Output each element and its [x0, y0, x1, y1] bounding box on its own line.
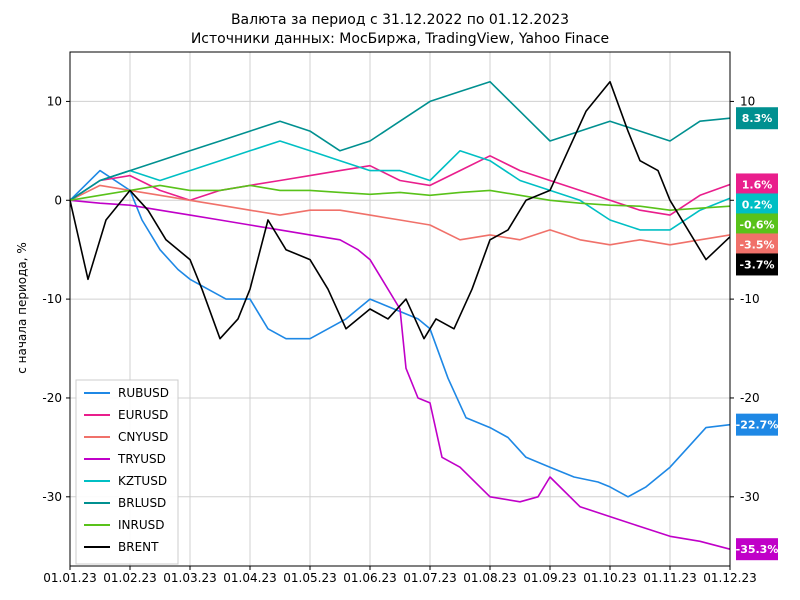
legend-label-cnyusd: CNYUSD	[118, 430, 168, 444]
end-label-box	[736, 193, 778, 216]
end-label-eurusd: 1.6%	[742, 178, 773, 191]
series-line-tryusd	[69, 199, 731, 550]
x-ticks: 01.01.23 01.02.23 01.03.23 01.04.23 01.05.23…	[43, 566, 757, 585]
y-tick-label-right: -20	[740, 391, 760, 405]
x-tick-label: 01.05.23	[283, 571, 336, 585]
x-tick-label: 01.09.23	[523, 571, 576, 585]
legend-box	[75, 379, 179, 565]
legend-label-tryusd: TRYUSD	[117, 452, 166, 466]
x-tick-label: 01.11.23	[643, 571, 696, 585]
y-tick-label-left: -10	[42, 292, 62, 306]
legend-label-eurusd: EURUSD	[118, 408, 168, 422]
x-tick-label: 01.10.23	[583, 571, 636, 585]
series-line-inrusd	[69, 184, 731, 211]
x-tick-label: 01.02.23	[103, 571, 156, 585]
legend-label-inrusd: INRUSD	[118, 518, 165, 532]
end-label-cnyusd: -3.5%	[739, 238, 774, 251]
series-line-brlusd	[69, 80, 731, 201]
series-line-kztusd	[69, 140, 731, 231]
end-label-box	[736, 253, 778, 276]
y-tick-label-left: 10	[47, 94, 62, 108]
end-label-box	[736, 413, 778, 436]
y-tick-label-left: -20	[42, 391, 62, 405]
chart-subtitle: Источники данных: МосБиржа, TradingView,…	[191, 31, 609, 47]
series-line-eurusd	[69, 155, 731, 216]
series-line-brent	[69, 80, 731, 340]
x-tick-label: 01.04.23	[223, 571, 276, 585]
legend-label-brent: BRENT	[118, 540, 159, 554]
y-tick-label-left: 0	[54, 193, 62, 207]
end-label-brlusd: 8.3%	[742, 112, 773, 125]
legend: RUBUSD EURUSD CNYUSD TRYUSD KZTUSD BRLUSD INRU…	[75, 379, 179, 565]
y-tick-label-left: -30	[42, 490, 62, 504]
legend-label-brlusd: BRLUSD	[118, 496, 166, 510]
x-tick-label: 01.12.23	[703, 571, 756, 585]
end-label-inrusd: -0.6%	[739, 218, 774, 231]
end-label-box	[736, 233, 778, 256]
series-layer	[69, 80, 731, 550]
y-ticks-left: 10 0 -10 -20 -30	[42, 94, 70, 504]
x-tick-label: 01.01.23	[43, 571, 96, 585]
end-label-brent: -3.7%	[739, 258, 774, 271]
x-tick-label: 01.08.23	[463, 571, 516, 585]
y-axis-label: с начала периода, %	[15, 242, 29, 374]
end-label-rubusd: -22.7%	[736, 419, 779, 432]
end-labels: 8.3% 1.6% 0.2% -0.6% -3.5% -3.7% -22.7% -35.3%	[736, 107, 779, 561]
y-tick-label-right: -30	[740, 490, 760, 504]
end-label-box	[736, 107, 778, 130]
grid	[69, 52, 731, 566]
end-label-box	[736, 213, 778, 236]
chart-title: Валюта за период с 31.12.2022 по 01.12.2…	[231, 12, 569, 28]
y-ticks-right: 100-10-20-30	[730, 94, 760, 504]
x-tick-label: 01.03.23	[163, 571, 216, 585]
end-label-kztusd: 0.2%	[742, 198, 773, 211]
series-line-cnyusd	[69, 184, 731, 246]
end-label-tryusd: -35.3%	[736, 543, 779, 556]
y-tick-label-right: -10	[740, 292, 760, 306]
end-label-box	[736, 538, 778, 561]
x-tick-label: 01.06.23	[343, 571, 396, 585]
end-label-box	[736, 173, 778, 196]
legend-label-rubusd: RUBUSD	[118, 386, 169, 400]
plot-frame	[69, 51, 731, 567]
y-tick-label-right: 10	[740, 94, 755, 108]
legend-label-kztusd: KZTUSD	[118, 474, 167, 488]
x-tick-label: 01.07.23	[403, 571, 456, 585]
series-line-rubusd	[69, 169, 731, 498]
